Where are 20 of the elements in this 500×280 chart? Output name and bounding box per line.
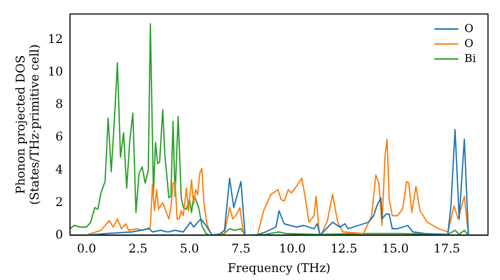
x-tick-label: 7.5: [231, 242, 250, 256]
legend-label: O: [464, 36, 474, 50]
y-tick-label: 10: [48, 64, 64, 79]
x-tick-label: 17.5: [433, 242, 460, 256]
y-axis-title: Phonon projected DOS (States/THz·primitive cell): [13, 44, 42, 205]
x-tick-label: 12.5: [330, 242, 358, 256]
y-tick-label: 2: [55, 194, 64, 209]
x-tick-label: 15.0: [382, 242, 409, 256]
x-tick-label: 2.5: [128, 242, 148, 256]
x-tick-label: 0.0: [76, 242, 96, 256]
y-tick-label: 0: [55, 227, 64, 242]
x-axis-title: Frequency (THz): [228, 260, 330, 275]
y-tick-label: 4: [55, 162, 64, 176]
y-tick-label: 6: [55, 130, 64, 144]
y-tick-label: 12: [48, 32, 64, 46]
x-tick-label: 5.0: [180, 242, 200, 256]
legend-label: Bi: [464, 52, 476, 65]
x-tick-label: 10.0: [279, 242, 306, 256]
y-tick-label: 8: [55, 97, 64, 112]
legend-label: O: [464, 22, 474, 35]
